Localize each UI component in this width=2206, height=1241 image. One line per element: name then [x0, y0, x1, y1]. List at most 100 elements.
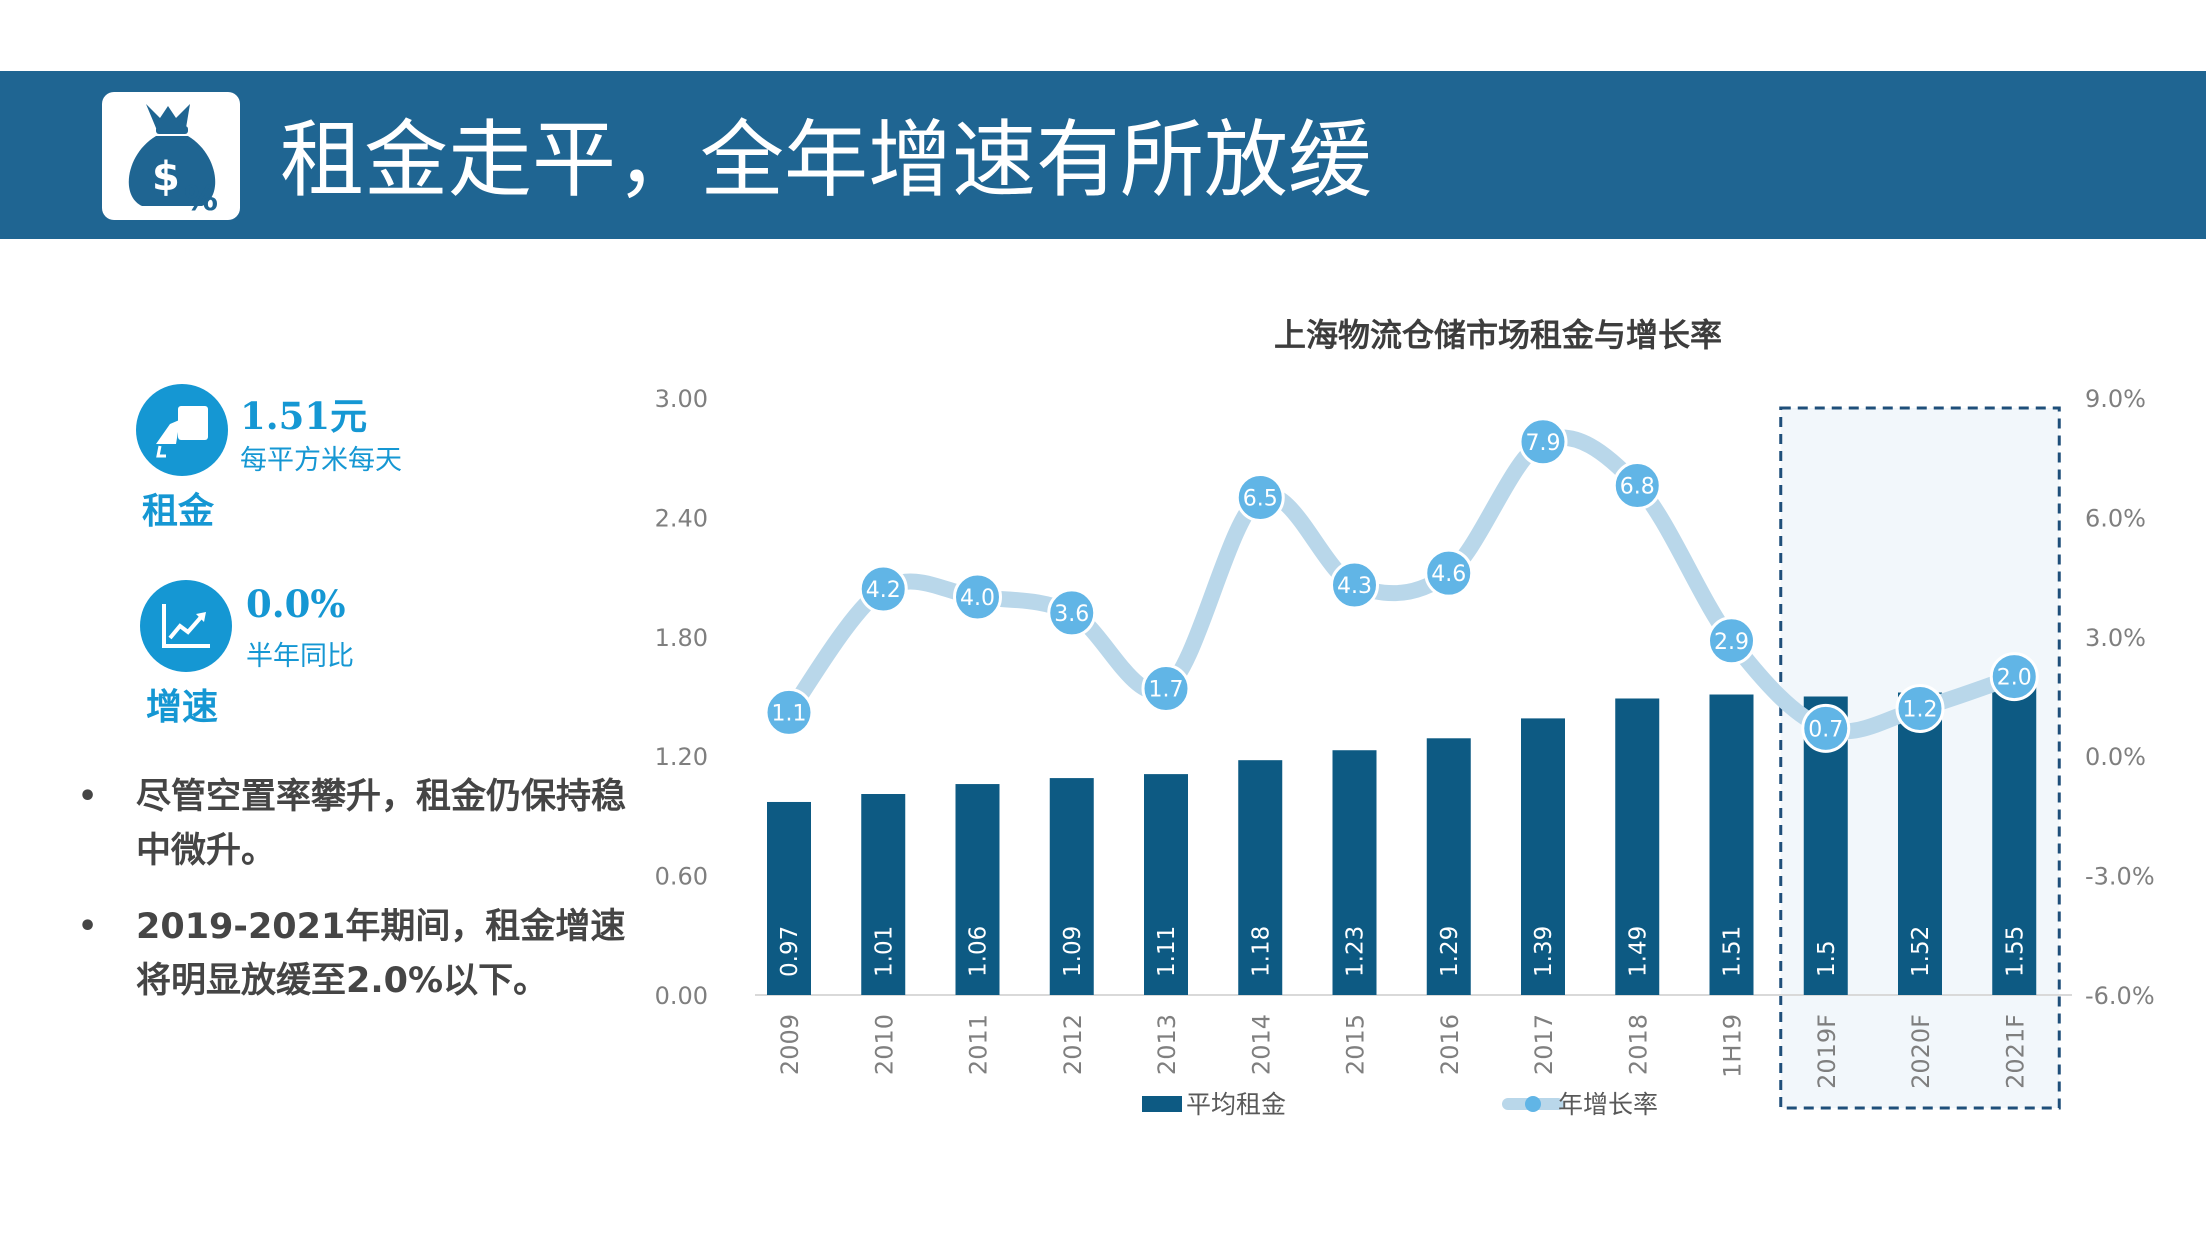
growth-point-2021F: [1989, 652, 2039, 702]
growth-value-label: 6.5: [1243, 487, 1278, 512]
growth-value-label: 6.8: [1620, 475, 1655, 500]
growth-value-label: 0.7: [1808, 717, 1843, 742]
x-tick-label: 2016: [1436, 1014, 1464, 1075]
bar-2015: [1332, 750, 1377, 995]
right-tick-label: 3.0%: [2085, 624, 2146, 652]
chart-title: 上海物流仓储市场租金与增长率: [1274, 316, 1722, 354]
bar-value-label: 1.23: [1343, 926, 1369, 977]
header-bar: [0, 71, 2206, 239]
bar-2012: [1049, 778, 1094, 995]
legend-swatch-rent: [1142, 1096, 1182, 1112]
growth-value-label: 7.9: [1526, 431, 1561, 456]
x-tick-label: 2015: [1342, 1014, 1370, 1075]
growth-value-label: 2.0: [1997, 666, 2032, 691]
svg-text:$: $: [152, 154, 180, 200]
x-tick-label: 2010: [870, 1014, 898, 1075]
trend-up-chart-icon: [140, 580, 232, 672]
right-tick-label: -3.0%: [2085, 863, 2155, 891]
kpi-rent-unit: 每平方米每天: [240, 445, 402, 476]
x-axis: 2009 2010 2011 2012 2013 2014 2015 2016 2017 2018…: [776, 1014, 2029, 1089]
growth-value-label: 3.6: [1054, 602, 1089, 627]
bar-value-label: 1.52: [1908, 926, 1934, 977]
bar-value-label: 1.51: [1720, 926, 1746, 977]
bullet-item: • 尽管空置率攀升，租金仍保持稳中微升。: [72, 770, 632, 878]
legend-swatch-growth-marker: [1525, 1096, 1541, 1112]
x-tick-label: 1H19: [1719, 1014, 1747, 1078]
growth-point-2010: [858, 564, 908, 614]
growth-point-2014: [1235, 473, 1285, 522]
x-tick-label: 2018: [1624, 1014, 1652, 1075]
right-tick-label: 6.0%: [2085, 504, 2146, 532]
growth-point-2020F: [1895, 683, 1945, 733]
left-tick-label: 0.60: [655, 863, 708, 891]
bar-value-label: 1.49: [1625, 926, 1651, 977]
bar-2014: [1238, 760, 1283, 995]
bar-2013: [1144, 774, 1188, 995]
bar-value-label: 0.97: [777, 926, 803, 977]
left-tick-label: 2.40: [655, 504, 708, 532]
money-bag-percent-icon: $ %: [102, 92, 240, 220]
growth-value-label: 4.6: [1431, 562, 1466, 587]
bar-value-label: 1.11: [1154, 926, 1180, 977]
bar-value-label: 1.09: [1060, 926, 1086, 977]
line-series: 1.1 4.2 4.0 3.6 1.7 6.5 4.3 4.6 7.9 6.8 2.9 0.7 1.2 2…: [764, 417, 2039, 753]
growth-value-label: 4.3: [1337, 574, 1372, 599]
left-tick-label: 1.80: [655, 624, 708, 652]
kpi-rent-name: 租金: [142, 491, 215, 532]
svg-text:%: %: [184, 179, 218, 219]
x-tick-label: 2013: [1153, 1014, 1181, 1075]
x-tick-label: 2009: [776, 1014, 804, 1075]
growth-point-2019F: [1801, 703, 1851, 753]
hand-card-icon: [136, 384, 228, 476]
x-tick-label: 2020F: [1907, 1014, 1935, 1089]
x-tick-label: 2021F: [2001, 1014, 2029, 1089]
growth-point-2012: [1047, 588, 1097, 638]
growth-point-2013: [1141, 664, 1191, 714]
kpi-rent-value: 1.51元: [240, 394, 368, 438]
growth-point-2018: [1612, 461, 1662, 511]
bar-value-label: 1.5: [1814, 940, 1840, 977]
right-tick-label: 0.0%: [2085, 743, 2146, 771]
growth-value-label: 4.2: [866, 578, 901, 603]
bar-2010: [861, 794, 906, 995]
bar-2011: [955, 784, 1000, 995]
bar-2021F: [1992, 686, 2037, 995]
right-tick-label: -6.0%: [2085, 982, 2155, 1010]
left-tick-label: 0.00: [655, 982, 708, 1010]
legend: 平均租金 年增长率: [1142, 1090, 1658, 1119]
x-tick-label: 2017: [1530, 1014, 1558, 1075]
kpi-growth-value: 0.0%: [246, 582, 346, 626]
bar-2020F: [1898, 692, 1942, 995]
bullet-dot: •: [78, 779, 98, 814]
x-tick-label: 2014: [1247, 1014, 1275, 1075]
kpi-growth-unit: 半年同比: [246, 641, 354, 672]
x-tick-label: 2012: [1059, 1014, 1087, 1075]
growth-value-label: 4.0: [960, 586, 995, 611]
growth-point-1H19: [1707, 616, 1756, 666]
bar-value-label: 1.29: [1437, 926, 1463, 977]
growth-value-label: 1.1: [772, 701, 807, 726]
bullet-dot: •: [78, 909, 98, 944]
bar-value-label: 1.55: [2002, 926, 2028, 977]
right-axis: -6.0% -3.0% 0.0% 3.0% 6.0% 9.0%: [2085, 385, 2155, 1010]
growth-point-2015: [1330, 560, 1379, 610]
right-tick-label: 9.0%: [2085, 385, 2146, 413]
bar-2009: [767, 801, 811, 995]
bar-value-label: 1.39: [1531, 926, 1557, 977]
bar-value-label: 1.18: [1248, 926, 1274, 977]
bar-2017: [1521, 718, 1565, 995]
bar-value-label: 1.06: [966, 926, 992, 977]
growth-point-2016: [1424, 548, 1474, 598]
x-tick-label: 2011: [965, 1014, 993, 1075]
bar-1H19: [1709, 694, 1754, 995]
bullet-item: • 2019-2021年期间，租金增速将明显放缓至2.0%以下。: [72, 900, 632, 1008]
bullet-list: • 尽管空置率攀升，租金仍保持稳中微升。 • 2019-2021年期间，租金增速…: [72, 770, 632, 1030]
left-axis: 0.00 0.60 1.20 1.80 2.40 3.00: [655, 385, 708, 1010]
left-tick-label: 3.00: [655, 385, 708, 413]
growth-value-label: 1.7: [1149, 678, 1184, 703]
x-tick-label: 2019F: [1813, 1014, 1841, 1089]
growth-point-2009: [764, 687, 814, 737]
legend-label-rent: 平均租金: [1186, 1090, 1286, 1119]
left-tick-label: 1.20: [655, 743, 708, 771]
